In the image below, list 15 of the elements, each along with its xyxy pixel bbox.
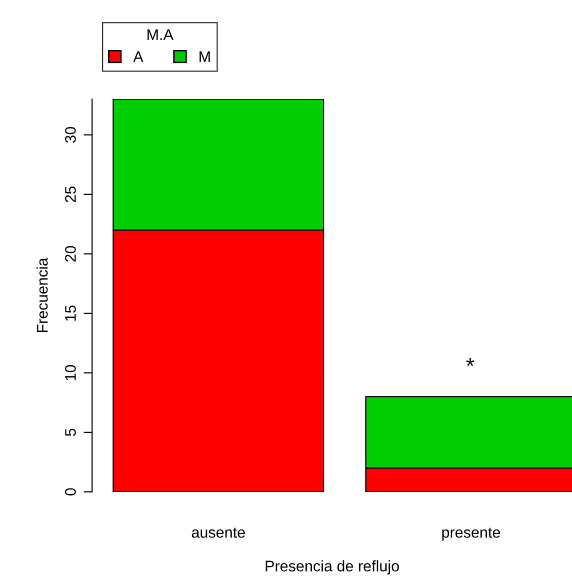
legend-title: M.A: [148, 29, 174, 40]
y-tick-label: 15: [65, 306, 76, 321]
y-tick-label: 25: [65, 186, 76, 202]
y-tick-label: 20: [65, 246, 76, 262]
x-tick-label: ausente: [192, 528, 245, 538]
legend-label: A: [133, 51, 144, 62]
y-tick-label: 0: [65, 488, 76, 496]
y-tick-label: 10: [65, 364, 76, 380]
y-tick-label: 30: [65, 126, 76, 143]
legend-label: M: [200, 51, 210, 62]
y-tick-label: 5: [65, 428, 76, 436]
x-axis-title: Presencia de reflujo: [266, 560, 399, 574]
x-tick-label: presente: [442, 528, 500, 541]
y-axis-title: Frecuencia: [36, 258, 48, 332]
annotation: *: [466, 358, 474, 366]
